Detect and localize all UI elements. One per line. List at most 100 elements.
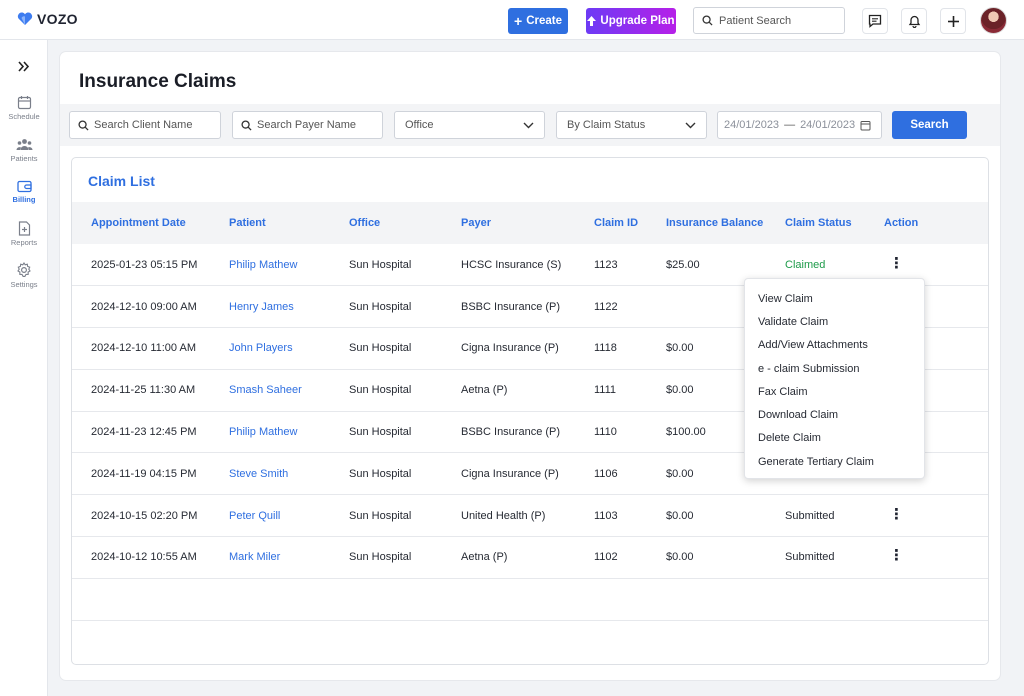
sidebar-item-schedule[interactable]: Schedule — [0, 95, 48, 121]
date-to: 24/01/2023 — [800, 119, 856, 131]
sidebar-label-settings: Settings — [10, 280, 38, 289]
date-from: 24/01/2023 — [724, 119, 780, 131]
cell-office: Sun Hospital — [349, 384, 412, 397]
cell-claim-id: 1123 — [594, 258, 618, 271]
upgrade-plan-button[interactable]: Upgrade Plan — [586, 8, 676, 34]
patient-search-box[interactable] — [693, 7, 845, 34]
cell-payer: Aetna (P) — [461, 384, 508, 397]
col-claim-id[interactable]: Claim ID — [594, 217, 639, 229]
table-row[interactable]: 2024-10-15 02:20 PM Peter Quill Sun Hosp… — [72, 495, 988, 537]
notifications-button[interactable] — [901, 8, 927, 34]
cell-payer: Aetna (P) — [461, 551, 508, 564]
col-payer[interactable]: Payer — [461, 217, 491, 229]
vozo-logo[interactable]: VOZO — [17, 11, 78, 27]
cell-date: 2024-10-15 02:20 PM — [91, 509, 198, 522]
cell-office: Sun Hospital — [349, 509, 412, 522]
cell-patient-link[interactable]: Steve Smith — [229, 467, 289, 480]
users-icon — [16, 139, 32, 150]
menu-item-generate-tertiary-claim[interactable]: Generate Tertiary Claim — [758, 455, 874, 468]
table-row[interactable]: 2024-11-23 12:45 PM Philip Mathew Sun Ho… — [72, 411, 988, 453]
chevron-down-icon — [685, 122, 696, 128]
cell-date: 2025-01-23 05:15 PM — [91, 258, 198, 271]
messages-button[interactable] — [862, 8, 888, 34]
cell-payer: BSBC Insurance (P) — [461, 426, 561, 439]
cell-patient-link[interactable]: Philip Mathew — [229, 258, 298, 271]
cell-status: Submitted — [785, 551, 835, 564]
user-avatar[interactable] — [980, 7, 1007, 34]
col-office[interactable]: Office — [349, 217, 381, 229]
office-select[interactable]: Office — [394, 111, 545, 139]
table-row[interactable]: 2025-01-23 05:15 PM Philip Mathew Sun Ho… — [72, 244, 988, 286]
cell-claim-id: 1103 — [594, 509, 618, 522]
client-name-search[interactable] — [69, 111, 221, 139]
top-bar: VOZO + Create Upgrade Plan — [0, 0, 1024, 40]
cell-balance: $0.00 — [666, 509, 694, 522]
report-icon — [18, 221, 30, 236]
cell-patient-link[interactable]: Peter Quill — [229, 509, 281, 522]
cell-patient-link[interactable]: Philip Mathew — [229, 426, 298, 439]
sidebar-item-patients[interactable]: Patients — [0, 137, 48, 163]
add-button[interactable] — [940, 8, 966, 34]
sidebar-item-settings[interactable]: Settings — [0, 262, 48, 289]
menu-item-attachments[interactable]: Add/View Attachments — [758, 339, 868, 352]
claim-status-select-value: By Claim Status — [567, 119, 646, 131]
cell-balance: $0.00 — [666, 467, 694, 480]
sidebar-label-schedule: Schedule — [8, 112, 40, 121]
more-vertical-icon[interactable]: ⋮ — [889, 547, 904, 565]
payer-name-input[interactable] — [257, 119, 377, 131]
cell-patient-link[interactable]: Smash Saheer — [229, 384, 302, 397]
menu-item-download-claim[interactable]: Download Claim — [758, 409, 839, 422]
search-button[interactable]: Search — [892, 111, 967, 139]
cell-claim-id: 1102 — [594, 551, 618, 564]
table-header-row: Appointment Date Patient Office Payer Cl… — [72, 202, 988, 244]
claim-status-select[interactable]: By Claim Status — [556, 111, 707, 139]
cell-payer: Cigna Insurance (P) — [461, 467, 559, 480]
client-name-input[interactable] — [94, 119, 214, 131]
menu-item-view-claim[interactable]: View Claim — [758, 292, 813, 305]
col-patient[interactable]: Patient — [229, 217, 266, 229]
sidebar-item-billing[interactable]: Billing — [0, 179, 48, 204]
page-title: Insurance Claims — [79, 71, 237, 92]
arrow-up-icon — [587, 16, 597, 26]
chevron-down-icon — [523, 122, 534, 128]
menu-item-e-claim-submission[interactable]: e - claim Submission — [758, 362, 860, 375]
menu-item-validate-claim[interactable]: Validate Claim — [758, 315, 829, 328]
menu-item-fax-claim[interactable]: Fax Claim — [758, 385, 808, 398]
sidebar-item-reports[interactable]: Reports — [0, 221, 48, 247]
cell-claim-id: 1122 — [594, 300, 618, 313]
cell-date: 2024-11-23 12:45 PM — [91, 426, 197, 439]
cell-patient-link[interactable]: John Players — [229, 342, 293, 355]
cell-payer: BSBC Insurance (P) — [461, 300, 561, 313]
col-claim-status[interactable]: Claim Status — [785, 217, 852, 229]
table-row[interactable]: 2024-10-12 10:55 AM Mark Miler Sun Hospi… — [72, 537, 988, 579]
plus-icon — [947, 15, 959, 27]
patient-search-input[interactable] — [719, 14, 839, 27]
table-row[interactable]: 2024-11-19 04:15 PM Steve Smith Sun Hosp… — [72, 453, 988, 495]
menu-item-delete-claim[interactable]: Delete Claim — [758, 432, 821, 445]
more-vertical-icon[interactable]: ⋮ — [889, 254, 904, 272]
search-icon — [78, 119, 89, 131]
empty-row — [72, 578, 988, 621]
date-separator: — — [784, 119, 796, 131]
table-row[interactable]: 2024-11-25 11:30 AM Smash Saheer Sun Hos… — [72, 369, 988, 412]
chat-icon — [868, 14, 882, 28]
cell-patient-link[interactable]: Henry James — [229, 300, 294, 313]
create-button[interactable]: + Create — [508, 8, 568, 34]
brand-name: VOZO — [37, 11, 78, 27]
table-row[interactable]: 2024-12-10 11:00 AM John Players Sun Hos… — [72, 328, 988, 370]
cell-patient-link[interactable]: Mark Miler — [229, 551, 281, 564]
date-range-picker[interactable]: 24/01/2023 — 24/01/2023 — [717, 111, 882, 139]
cell-office: Sun Hospital — [349, 342, 412, 355]
cell-balance: $0.00 — [666, 384, 694, 397]
table-row[interactable]: 2024-12-10 09:00 AM Henry James Sun Hosp… — [72, 286, 988, 328]
create-label: Create — [526, 15, 562, 27]
bell-icon — [908, 15, 920, 28]
calendar-icon — [860, 120, 871, 130]
cell-claim-id: 1111 — [594, 384, 617, 397]
expand-sidebar-button[interactable] — [14, 58, 34, 74]
more-vertical-icon[interactable]: ⋮ — [889, 505, 904, 523]
wallet-icon — [16, 180, 32, 193]
payer-name-search[interactable] — [232, 111, 383, 139]
col-insurance-balance[interactable]: Insurance Balance — [666, 217, 764, 229]
col-appointment-date[interactable]: Appointment Date — [91, 217, 186, 229]
